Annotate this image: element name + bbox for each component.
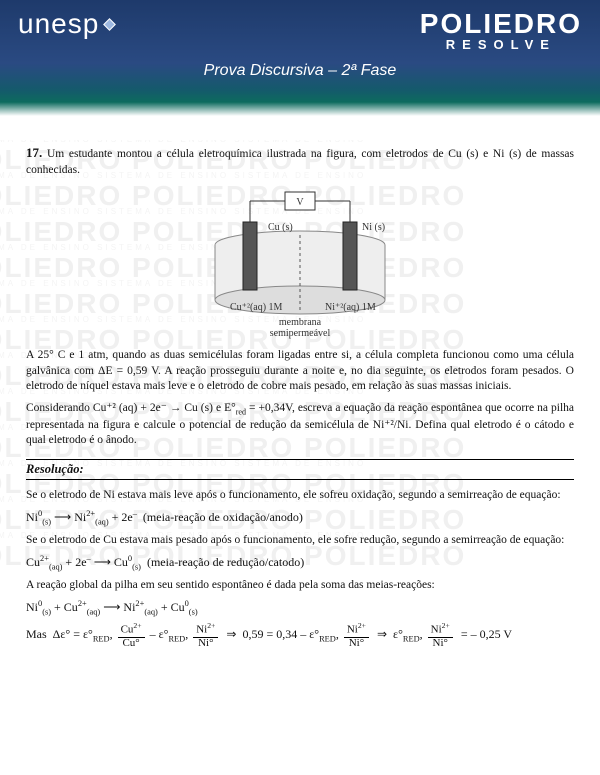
content-area: 17. Um estudante montou a célula eletroq…	[0, 116, 600, 665]
equation-global: Ni0(s) + Cu2+(aq) ⟶ Ni2+(aq) + Cu0(s)	[26, 599, 574, 616]
question-number: 17.	[26, 145, 42, 160]
membrane-label-1: membrana	[279, 317, 322, 328]
cube-icon	[105, 20, 114, 29]
resolution-p1: Se o eletrodo de Ni estava mais leve apó…	[26, 488, 574, 504]
q-body-2a: Considerando Cu⁺² (aq) + 2e⁻ → Cu (s) e …	[26, 402, 236, 414]
electrochemical-cell-figure: V Cu (s) Ni (s) Cu⁺²(aq) 1M Ni⁺²(aq) 1M …	[170, 190, 430, 340]
resolution-p3: A reação global da pilha em seu sentido …	[26, 578, 574, 594]
membrane-label-2: semipermeável	[270, 328, 331, 339]
resolution-heading: Resolução:	[26, 459, 574, 480]
resolution-p2: Se o eletrodo de Cu estava mais pesado a…	[26, 533, 574, 549]
exam-band: Prova Discursiva – 2ª Fase	[18, 62, 582, 80]
voltmeter-label: V	[296, 197, 304, 208]
unesp-logo: unesp	[18, 8, 114, 40]
poliedro-logo: POLIEDRO RESOLVE	[420, 8, 582, 52]
equation-reduction: Cu2+(aq) + 2e– ⟶ Cu0(s) (meia-reação de …	[26, 554, 574, 571]
question-body-2: Considerando Cu⁺² (aq) + 2e⁻ → Cu (s) e …	[26, 401, 574, 449]
eq1-note: (meia-reação de oxidação/anodo)	[143, 510, 303, 524]
question-intro: 17. Um estudante montou a célula eletroq…	[26, 144, 574, 178]
unesp-text: unesp	[18, 8, 99, 40]
left-solution-label: Cu⁺²(aq) 1M	[230, 302, 283, 313]
q-body-2-red: red	[236, 407, 246, 416]
poliedro-text: POLIEDRO	[420, 8, 582, 40]
page-header: unesp POLIEDRO RESOLVE Prova Discursiva …	[0, 0, 600, 116]
eq2-note: (meia-reação de redução/catodo)	[147, 555, 304, 569]
equation-oxidation: Ni0(s) ⟶ Ni2+(aq) + 2e– (meia-reação de …	[26, 509, 574, 526]
right-solution-label: Ni⁺²(aq) 1M	[325, 302, 376, 313]
equation-potential: Mas Δε° = ε°RED, Cu2+Cu° – ε°RED, Ni2+Ni…	[26, 622, 574, 649]
left-electrode-label: Cu (s)	[268, 222, 293, 233]
final-value: = – 0,25 V	[461, 628, 512, 642]
question-body-1: A 25° C e 1 atm, quando as duas semicélu…	[26, 348, 574, 395]
question-intro-text: Um estudante montou a célula eletroquími…	[26, 148, 574, 176]
right-electrode-label: Ni (s)	[362, 222, 385, 233]
